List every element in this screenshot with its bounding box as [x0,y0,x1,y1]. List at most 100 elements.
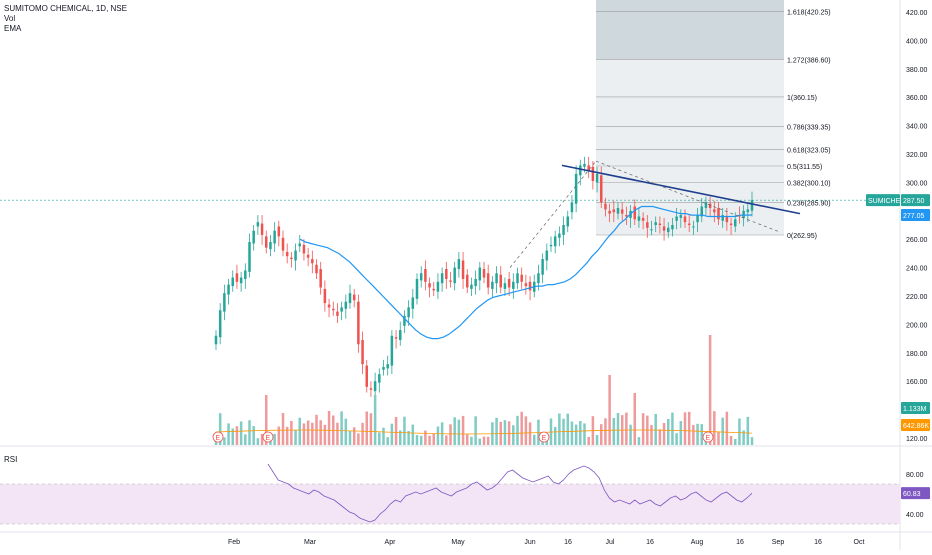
candle-body [474,278,477,287]
time-axis-tick: 16 [736,539,744,546]
time-axis-tick: Feb [228,539,240,546]
candle-body [658,223,662,225]
volume-bar [654,413,657,445]
rsi-line [267,463,753,523]
legend-vol[interactable]: Vol [4,14,16,23]
candle-body [260,223,264,235]
volume-bar [516,415,519,445]
candle-body [520,274,523,282]
volume-bar [461,415,465,445]
volume-bar [658,429,662,445]
candle-body [411,297,415,309]
volume-bar [227,423,230,445]
volume-bar [218,413,222,445]
volume-bar [679,421,683,445]
earnings-marker-label: E [542,435,547,442]
volume-bar [340,411,343,445]
candle-body [315,264,318,274]
candle-body [403,315,406,326]
fib-level-label: 0(262.95) [787,233,817,240]
candle-body [465,274,469,288]
candle-body [692,226,695,228]
volume-bar [666,418,670,445]
earnings-marker [702,431,714,443]
fib-level-label: 0.236(285.90) [787,200,831,207]
candle-body [386,364,389,369]
candle-body [687,223,691,225]
fib-level-label: 0.5(311.55) [787,164,822,171]
candle-body [457,259,461,270]
candle-body [671,225,674,230]
volume-bar [708,335,712,445]
candle-body [537,273,540,284]
earnings-marker-label: E [266,435,271,442]
volume-bar [294,429,297,445]
volume-bar [369,413,373,445]
candle-body [620,209,624,214]
candle-body [545,250,549,261]
symbol-badge: SUMICHEM [868,198,906,205]
candle-body [449,280,452,282]
candle-body [549,244,553,247]
candle-body [277,226,281,237]
fib-zone-top [596,0,784,60]
rsi-pane-label[interactable]: RSI [4,455,18,464]
time-axis-tick: Sep [772,539,785,546]
candle-body [432,288,436,291]
volume-bar [264,395,268,445]
resistance-trendline [561,164,801,215]
volume-bar [687,411,691,445]
candle-body [323,288,327,304]
volume-bar [285,426,289,445]
volume-bar [629,424,632,445]
candle-body [553,236,557,247]
volume-bar [633,393,637,445]
volume-bar [729,436,733,445]
candle-body [591,166,595,181]
ema-line [299,205,753,340]
volume-bar [738,418,741,445]
candle-body [382,367,385,370]
volume-bar [457,419,461,445]
volume-bar [323,424,327,445]
volume-bar [528,422,532,445]
volume-bar [223,437,226,445]
candle-body [725,216,729,223]
volume-bar [574,424,578,445]
legend-symbol[interactable]: SUMITOMO CHEMICAL, 1D, NSE [4,4,127,13]
legend-ema[interactable]: EMA [4,24,22,33]
candle-body [503,283,507,289]
candle-body [348,293,352,304]
volume-bar [566,413,570,445]
price-axis-tick: 320.00 [906,152,928,159]
candle-body [512,281,515,289]
volume-bar [428,435,431,445]
time-axis-tick: Apr [385,539,397,546]
candle-body [218,310,222,338]
candle-body [331,308,335,311]
volume-bar [599,424,603,445]
volume-bar [231,428,235,445]
candle-body [264,236,268,248]
chart-legend: SUMITOMO CHEMICAL, 1D, NSE Vol EMA [4,4,127,34]
volume-bar [558,413,561,445]
volume-bar [612,417,616,445]
volume-bar [570,421,574,445]
candle-body [679,215,683,218]
volume-bar [449,424,452,445]
candle-body [491,281,494,289]
candle-body [269,242,272,250]
candle-body [486,273,490,288]
volume-bar [411,424,415,445]
earnings-marker [262,431,274,443]
volume-bar [290,420,293,445]
candle-body [235,273,239,282]
price-axis-tick: 180.00 [906,351,928,358]
volume-bar [520,411,523,445]
candle-body [570,202,574,213]
volume-bar [390,423,394,445]
candle-body [558,233,561,238]
candle-body [336,311,339,316]
